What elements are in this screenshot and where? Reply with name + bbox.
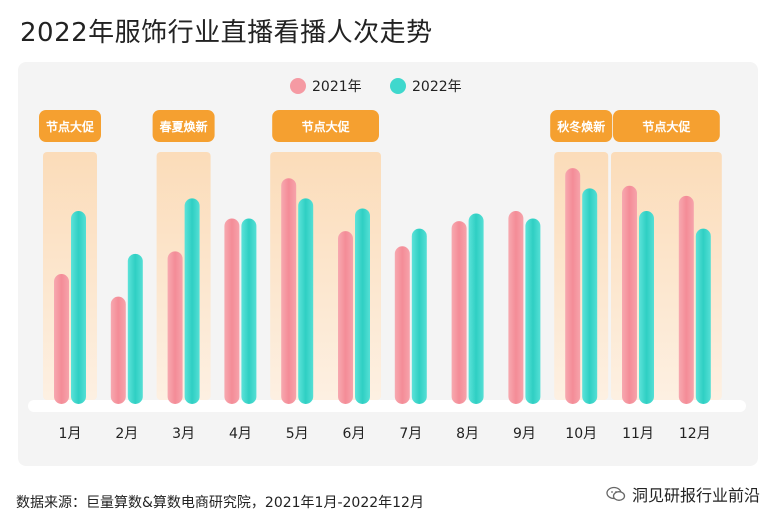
annotation-label-box: [550, 110, 613, 142]
highlight-band: [270, 152, 381, 400]
bar-2021-12: [678, 195, 694, 404]
bar-2022-10: [582, 188, 598, 404]
highlight-band: [611, 152, 722, 400]
bar-2021-10: [565, 168, 581, 404]
bar-2021-7: [394, 246, 410, 404]
annotation-label-box: [272, 110, 379, 142]
chart-floor: [28, 400, 746, 412]
bar-2022-3: [184, 198, 200, 404]
x-tick-label: 10月: [565, 426, 597, 442]
x-tick-label: 11月: [622, 426, 654, 442]
bar-2021-8: [451, 221, 467, 404]
bar-2022-5: [298, 198, 314, 404]
brand-name: 洞见研报行业前沿: [631, 486, 760, 505]
page-title: 2022年服饰行业直播看播人次走势: [20, 18, 433, 48]
x-tick-label: 6月: [343, 426, 366, 442]
legend-marker: [290, 78, 306, 94]
legend-marker: [390, 78, 406, 94]
x-tick-label: 1月: [59, 426, 82, 442]
annotation-label: 节点大促: [642, 119, 691, 134]
legend-label: 2021年: [312, 79, 362, 95]
bar-2022-12: [695, 228, 711, 404]
annotation-label: 秋冬焕新: [557, 119, 605, 134]
bar-2021-11: [622, 185, 637, 404]
annotation-label-box: [152, 110, 215, 142]
x-tick-label: 12月: [679, 426, 711, 442]
x-tick-label: 2月: [115, 426, 138, 442]
x-tick-label: 8月: [456, 426, 479, 442]
highlight-band: [43, 152, 97, 400]
bar-chart: 1月 2月 3月 4月 5月 6月 7月 8月 9月 10月 11月 12月 节点大促 春夏焕新 节点大促…: [28, 78, 746, 442]
bar-2022-7: [411, 228, 427, 404]
annotation-label: 节点大促: [46, 119, 95, 134]
x-tick-label: 4月: [229, 426, 252, 442]
bar-2022-1: [71, 211, 86, 404]
bar-2021-5: [281, 178, 297, 404]
wechat-icon: [606, 486, 626, 501]
bar-2022-6: [355, 208, 370, 404]
bar-2022-8: [468, 213, 484, 404]
bar-2021-2: [110, 296, 126, 404]
brand-watermark: 洞见研报行业前沿: [606, 482, 760, 506]
legend-label: 2022年: [412, 79, 462, 95]
bar-2021-9: [508, 211, 524, 404]
bar-2021-1: [54, 274, 69, 404]
x-tick-label: 5月: [286, 426, 309, 442]
bar-2022-4: [241, 218, 257, 404]
annotation-label-box: [39, 110, 101, 142]
bar-2021-4: [224, 218, 240, 404]
annotation-label: 春夏焕新: [159, 119, 208, 134]
x-tick-label: 9月: [513, 426, 536, 442]
x-tick-label: 3月: [172, 426, 195, 442]
bar-2021-3: [167, 251, 183, 404]
annotation-label-box: [613, 110, 720, 142]
highlight-band: [554, 152, 609, 400]
annotation-label: 节点大促: [302, 119, 351, 134]
bar-2022-9: [525, 218, 541, 404]
bar-2021-6: [338, 231, 353, 404]
bar-2022-2: [127, 253, 143, 404]
data-source-note: 数据来源：巨量算数&算数电商研究院，2021年1月-2022年12月: [16, 495, 424, 511]
bar-2022-11: [639, 211, 654, 404]
x-tick-label: 7月: [399, 426, 422, 442]
highlight-band: [156, 152, 211, 400]
